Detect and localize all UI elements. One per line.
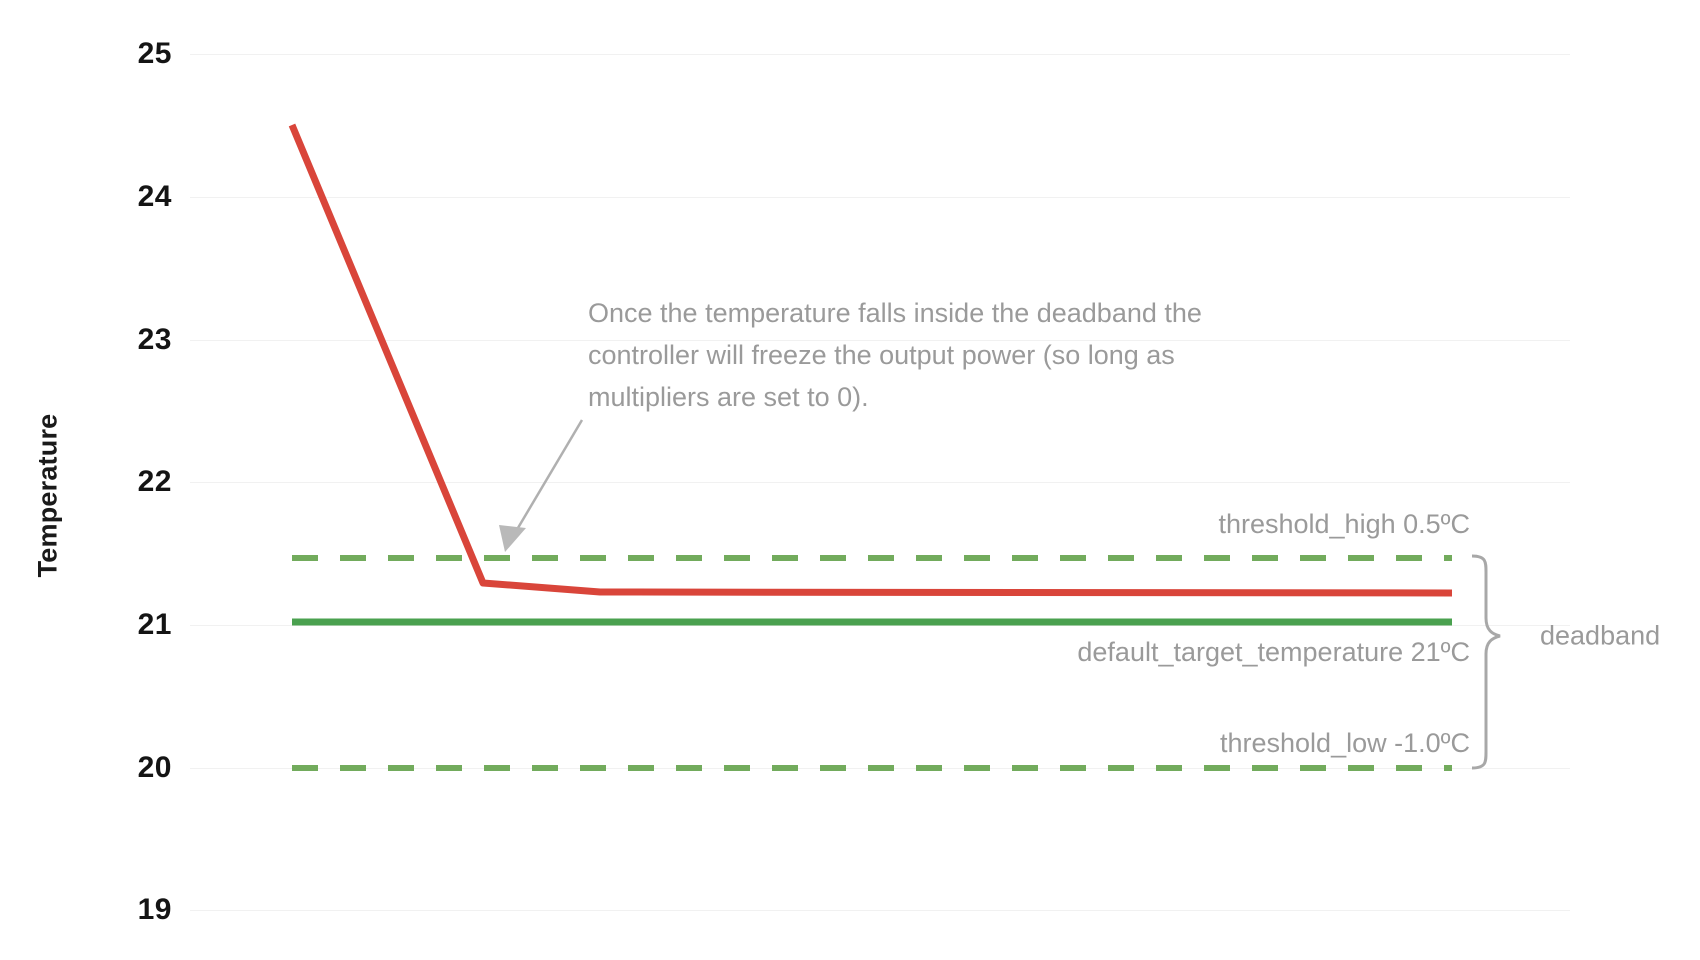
gridline-21: [190, 625, 1570, 626]
threshold-low-label: threshold_low -1.0ºC: [1220, 728, 1470, 758]
gridline-22: [190, 482, 1570, 483]
deadband-annotation: Once the temperature falls inside the de…: [588, 292, 1318, 418]
y-tick-25: 25: [137, 37, 172, 70]
deadband-brace-label: deadband: [1540, 620, 1661, 651]
y-tick-24: 24: [137, 180, 172, 213]
y-axis-title: Temperature: [32, 413, 63, 578]
annotation-line-2: controller will freeze the output power …: [588, 340, 1175, 370]
gridline-19: [190, 910, 1570, 911]
gridline-24: [190, 197, 1570, 198]
annotation-line-1: Once the temperature falls inside the de…: [588, 298, 1202, 328]
y-tick-19: 19: [137, 893, 172, 926]
gridline-20: [190, 768, 1570, 769]
gridline-25: [190, 54, 1570, 55]
y-tick-21: 21: [137, 608, 172, 641]
y-tick-23: 23: [137, 323, 172, 356]
annotation-arrow-shaft: [510, 419, 584, 539]
deadband-brace: [1471, 554, 1501, 770]
threshold-high-label: threshold_high 0.5ºC: [1218, 509, 1470, 539]
y-tick-22: 22: [137, 465, 172, 498]
y-tick-20: 20: [137, 751, 172, 784]
annotation-arrow-head: [499, 525, 526, 552]
default-target-label: default_target_temperature 21ºC: [1077, 637, 1470, 667]
annotation-line-3: multipliers are set to 0).: [588, 382, 869, 412]
